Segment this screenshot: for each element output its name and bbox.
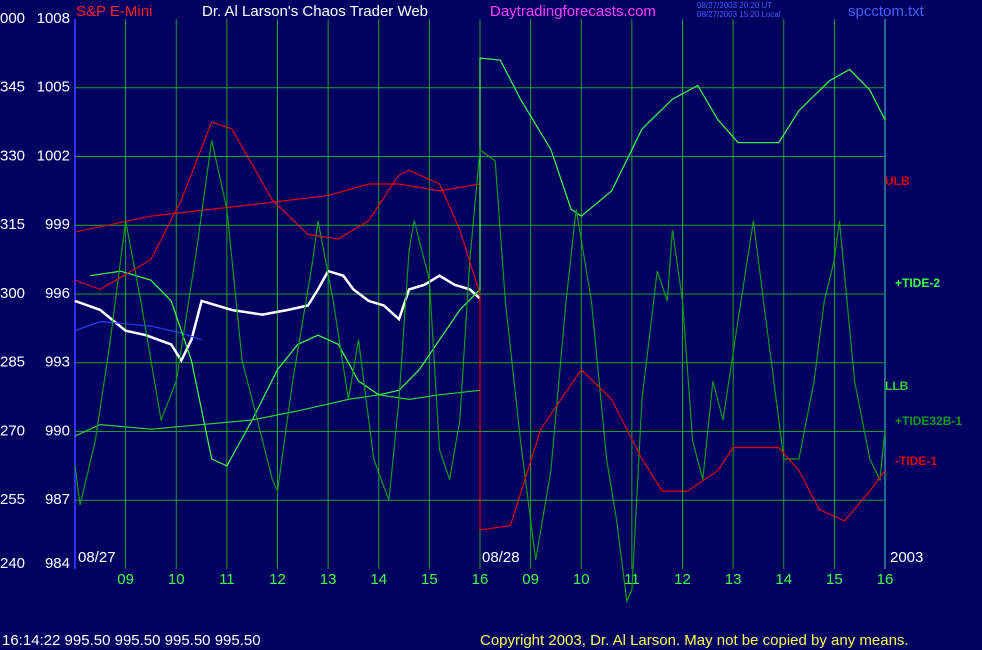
x-tick-label: 14 (775, 571, 792, 588)
copyright: Copyright 2003, Dr. Al Larson. May not b… (480, 632, 909, 649)
instrument: S&P E-Mini (76, 3, 152, 20)
x-tick-label: 09 (117, 571, 134, 588)
y2-tick-label: 000 (0, 10, 25, 27)
date-label: 2003 (890, 549, 923, 566)
timestamp: 08/27/2003 15:20 Local (697, 10, 781, 19)
x-tick-label: 14 (370, 571, 387, 588)
legend-label: +TIDE-2 (895, 276, 940, 290)
y2-tick-label: 255 (0, 491, 25, 508)
y-tick-label: 993 (45, 354, 70, 371)
legend-label: LLB (885, 379, 909, 393)
x-tick-label: 13 (320, 571, 337, 588)
y-tick-label: 999 (45, 216, 70, 233)
y-tick-label: 996 (45, 285, 70, 302)
y-tick-label: 1008 (37, 10, 70, 27)
series-line (74, 389, 481, 437)
y2-tick-label: 330 (0, 147, 25, 164)
series-line (90, 57, 886, 467)
site: Daytradingforecasts.com (490, 3, 656, 20)
x-tick-label: 13 (725, 571, 742, 588)
y2-tick-label: 345 (0, 79, 25, 96)
y2-tick-label: 285 (0, 354, 25, 371)
y-tick-label: 1002 (37, 147, 70, 164)
chart-title: Dr. Al Larson's Chaos Trader Web (202, 3, 428, 20)
series-line (74, 183, 481, 233)
x-tick-label: 16 (877, 571, 894, 588)
series-line (74, 140, 886, 604)
y-tick-label: 990 (45, 422, 70, 439)
y2-tick-label: 240 (0, 555, 25, 572)
x-tick-label: 12 (269, 571, 286, 588)
series-line (74, 320, 202, 341)
series-line (74, 269, 481, 364)
file-name: spcctom.txt (848, 3, 925, 20)
x-tick-label: 16 (472, 571, 489, 588)
legend-label: ULB (885, 174, 910, 188)
x-tick-label: 11 (219, 571, 235, 588)
date-label: 08/28 (482, 549, 520, 566)
legend-label: -TIDE-1 (895, 454, 937, 468)
x-tick-label: 15 (826, 571, 843, 588)
y-tick-label: 987 (45, 491, 70, 508)
legend-label: +TIDE32B-1 (895, 414, 962, 428)
y2-tick-label: 270 (0, 422, 25, 439)
x-tick-label: 10 (573, 571, 590, 588)
date-label: 08/27 (78, 549, 116, 566)
x-tick-label: 15 (421, 571, 438, 588)
series-line (74, 121, 886, 531)
x-tick-label: 09 (522, 571, 539, 588)
y-tick-label: 984 (45, 555, 70, 572)
y2-tick-label: 300 (0, 285, 25, 302)
status: 16:14:22 995.50 995.50 995.50 995.50 (2, 632, 261, 649)
x-tick-label: 12 (674, 571, 691, 588)
y2-tick-label: 315 (0, 216, 25, 233)
x-tick-label: 10 (168, 571, 185, 588)
y-tick-label: 1005 (37, 79, 70, 96)
timestamp: 08/27/2003 20:20 UT (697, 1, 772, 10)
